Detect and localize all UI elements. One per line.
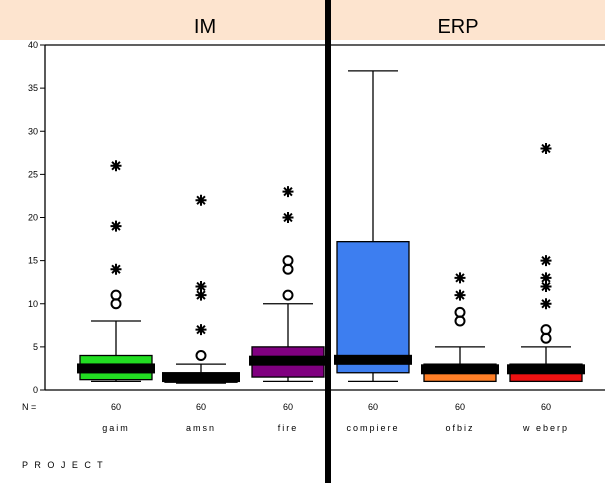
y-tick-label: 35 bbox=[28, 83, 38, 93]
extreme-point bbox=[454, 289, 466, 301]
median-bar bbox=[77, 363, 155, 374]
y-tick-label: 25 bbox=[28, 169, 38, 179]
group-divider bbox=[325, 0, 331, 483]
n-count-label: 60 bbox=[541, 402, 551, 412]
extreme-point bbox=[540, 255, 552, 267]
median-bar bbox=[421, 364, 499, 375]
median-bar bbox=[507, 364, 585, 375]
n-count-label: 60 bbox=[283, 402, 293, 412]
extreme-point bbox=[540, 272, 552, 284]
n-count-label: 60 bbox=[368, 402, 378, 412]
extreme-point bbox=[282, 212, 294, 223]
y-tick-label: 0 bbox=[33, 385, 38, 395]
outlier-point bbox=[540, 324, 552, 336]
extreme-point bbox=[110, 263, 122, 275]
group-header-im bbox=[0, 0, 325, 40]
group-title-erp: ERP bbox=[437, 16, 478, 38]
category-label: w eberp bbox=[522, 423, 569, 433]
y-tick-label: 5 bbox=[33, 342, 38, 352]
category-label: ofbiz bbox=[445, 423, 474, 433]
median-bar bbox=[249, 355, 327, 366]
x-axis-title: P R O J E C T bbox=[22, 460, 105, 470]
n-count-label: 60 bbox=[196, 402, 206, 412]
median-bar bbox=[162, 372, 240, 383]
y-tick-label: 20 bbox=[28, 213, 38, 223]
extreme-point bbox=[195, 289, 207, 301]
category-label: amsn bbox=[186, 423, 216, 433]
n-count-label: 60 bbox=[111, 402, 121, 412]
category-label: gaim bbox=[102, 423, 130, 433]
plot-area: 0 5 10 15 20 25 30 35 40 60 gaim 60 amsn 60 fire 60 comp… bbox=[28, 40, 605, 433]
extreme-point bbox=[540, 298, 552, 310]
extreme-point bbox=[110, 160, 122, 172]
y-tick-label: 15 bbox=[28, 256, 38, 266]
outlier-point bbox=[110, 289, 122, 301]
extreme-point bbox=[195, 194, 207, 206]
group-title-im: IM bbox=[194, 16, 216, 38]
group-header-erp bbox=[331, 0, 605, 40]
category-label: compiere bbox=[346, 423, 399, 433]
y-tick-label: 30 bbox=[28, 126, 38, 136]
y-tick-label: 10 bbox=[28, 299, 38, 309]
outlier-point bbox=[454, 306, 466, 318]
extreme-point bbox=[195, 281, 207, 292]
outlier-point bbox=[282, 289, 294, 301]
extreme-point bbox=[540, 143, 552, 154]
box-compiere bbox=[336, 240, 410, 374]
extreme-point bbox=[282, 186, 294, 198]
extreme-point bbox=[110, 220, 122, 232]
extreme-point bbox=[454, 272, 466, 284]
n-count-label: 60 bbox=[455, 402, 465, 412]
n-label: N = bbox=[22, 402, 36, 412]
category-label: fire bbox=[278, 423, 299, 433]
y-tick-label: 40 bbox=[28, 40, 38, 50]
outlier-point bbox=[195, 350, 207, 361]
outlier-point bbox=[282, 255, 294, 267]
extreme-point bbox=[195, 324, 207, 336]
extreme-point bbox=[540, 281, 552, 292]
median-bar bbox=[334, 354, 412, 365]
